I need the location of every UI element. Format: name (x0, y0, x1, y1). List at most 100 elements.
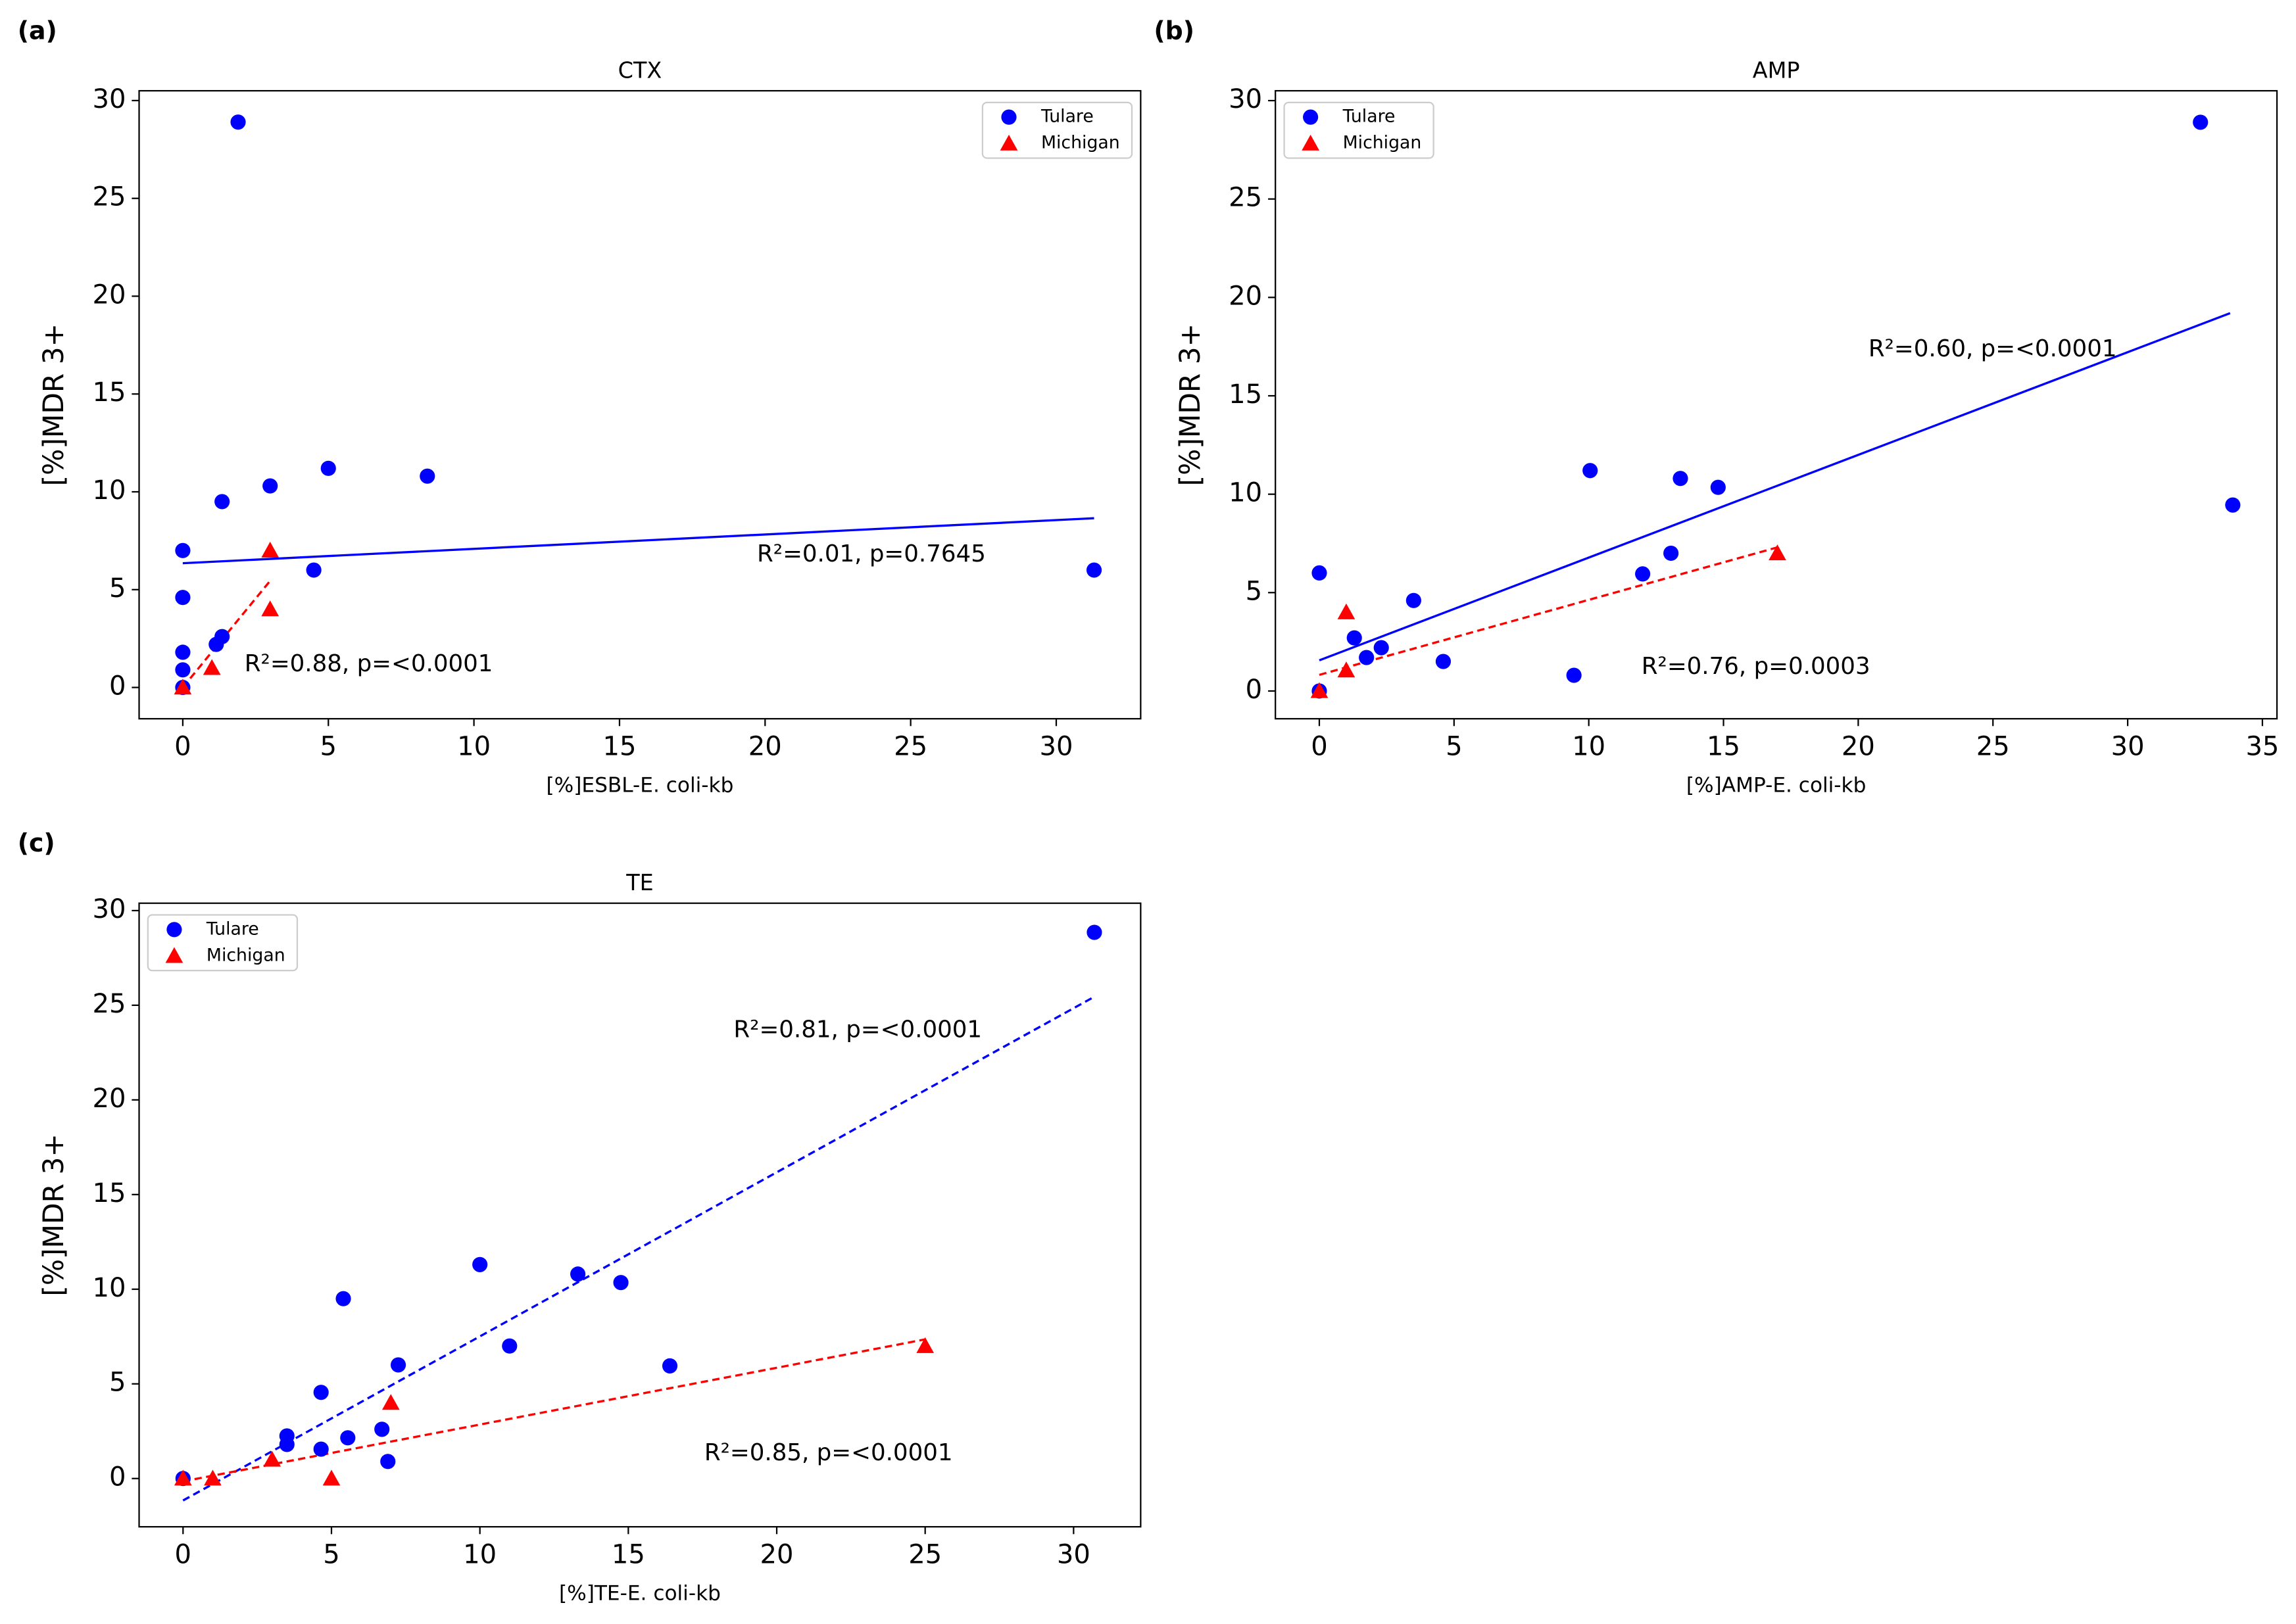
marker (175, 644, 191, 660)
marker (335, 1291, 351, 1306)
x-tick-label: 5 (320, 732, 337, 762)
panel-label: (c) (18, 828, 55, 857)
marker (204, 1469, 222, 1486)
y-tick-label: 0 (109, 671, 126, 702)
x-tick-label: 0 (174, 732, 191, 762)
marker (1435, 654, 1452, 669)
marker (1337, 661, 1356, 678)
x-tick-label: 35 (2245, 732, 2279, 762)
trend-line (1319, 546, 1778, 677)
marker (175, 662, 191, 678)
y-axis-label: [%]MDR 3+ (37, 323, 70, 486)
marker (1582, 463, 1598, 479)
y-tick-label: 25 (1229, 183, 1262, 213)
legend-box (147, 914, 299, 972)
y-tick-label: 0 (1246, 675, 1262, 705)
legend-marker (166, 922, 182, 938)
x-tick-label: 5 (323, 1540, 340, 1570)
chart-title: TE (625, 870, 653, 896)
plot-frame (138, 89, 1142, 720)
x-tick-label: 30 (1039, 732, 1073, 762)
x-tick-label: 15 (602, 732, 636, 762)
marker (381, 1394, 400, 1410)
marker (340, 1430, 356, 1446)
legend-marker (1001, 109, 1017, 125)
marker (1373, 640, 1389, 656)
marker (570, 1266, 586, 1282)
x-tick-label: 15 (1707, 732, 1740, 762)
chart-title: AMP (1753, 58, 1800, 84)
trend-line (1319, 312, 2231, 661)
y-tick-label: 10 (92, 1273, 126, 1303)
x-tick-label: 25 (908, 1540, 942, 1570)
marker (1405, 592, 1421, 608)
y-tick-label: 20 (1229, 281, 1262, 311)
marker (263, 1450, 281, 1467)
x-tick-label: 10 (457, 732, 491, 762)
x-tick-label: 10 (463, 1540, 497, 1570)
x-axis-label: [%]AMP-E. coli-kb (1686, 774, 1867, 798)
legend-label: Michigan (1041, 133, 1120, 153)
legend-marker (1000, 134, 1018, 151)
x-tick-label: 10 (1572, 732, 1605, 762)
marker (1359, 650, 1375, 665)
marker (306, 562, 322, 578)
y-tick-label: 20 (92, 279, 126, 310)
annotation: R²=0.01, p=0.7645 (757, 540, 986, 567)
marker (1769, 544, 1786, 561)
marker (1337, 603, 1356, 619)
y-tick-label: 15 (92, 377, 126, 408)
legend-box (1283, 101, 1434, 159)
marker (174, 1469, 192, 1486)
legend-label: Michigan (207, 945, 285, 965)
marker (662, 1358, 678, 1373)
x-tick-label: 0 (175, 1540, 192, 1570)
y-tick-label: 25 (92, 182, 126, 212)
marker (1087, 924, 1102, 940)
y-tick-label: 20 (92, 1084, 126, 1114)
marker (230, 114, 246, 130)
marker (322, 1469, 341, 1486)
annotation: R²=0.76, p=0.0003 (1642, 653, 1870, 680)
annotation: R²=0.60, p=<0.0001 (1869, 335, 2117, 362)
x-tick-label: 30 (1057, 1540, 1090, 1570)
marker (261, 541, 280, 558)
marker (613, 1275, 629, 1291)
marker (174, 679, 192, 695)
x-tick-label: 0 (1311, 732, 1327, 762)
marker (374, 1421, 390, 1437)
marker (472, 1256, 488, 1272)
legend-marker (165, 947, 183, 963)
marker (1673, 471, 1688, 487)
trend-line (182, 1338, 925, 1483)
marker (916, 1337, 935, 1353)
marker (1310, 682, 1329, 698)
y-axis-label: [%]MDR 3+ (1174, 323, 1206, 486)
legend-label: Tulare (206, 919, 259, 939)
marker (203, 659, 221, 675)
panel: (a) CTX [%]ESBL-E. coli-kb [%]MDR 3+ 0 5 10 15 2… (18, 16, 1142, 798)
y-tick-label: 30 (92, 894, 126, 924)
marker (214, 494, 230, 510)
marker (262, 478, 278, 494)
panel: (b) AMP [%]AMP-E. coli-kb [%]MDR 3+ 0 5 10 15 20… (1154, 16, 2279, 797)
panel: (c) TE [%]TE-E. coli-kb [%]MDR 3+ 0 5 10 15 20 25… (18, 828, 1142, 1606)
x-tick-label: 20 (760, 1540, 794, 1570)
marker (1346, 630, 1362, 646)
marker (1086, 562, 1102, 578)
y-tick-label: 30 (1229, 84, 1262, 114)
plot-frame (138, 902, 1142, 1528)
x-tick-label: 20 (748, 732, 782, 762)
legend-box (981, 101, 1133, 159)
marker (2225, 497, 2241, 513)
panel-label: (a) (18, 16, 57, 45)
marker (502, 1338, 518, 1354)
marker (420, 468, 435, 484)
x-axis-label: [%]TE-E. coli-kb (559, 1582, 721, 1606)
marker (1663, 545, 1679, 561)
marker (261, 600, 280, 617)
marker (390, 1357, 406, 1373)
marker (1566, 667, 1582, 683)
